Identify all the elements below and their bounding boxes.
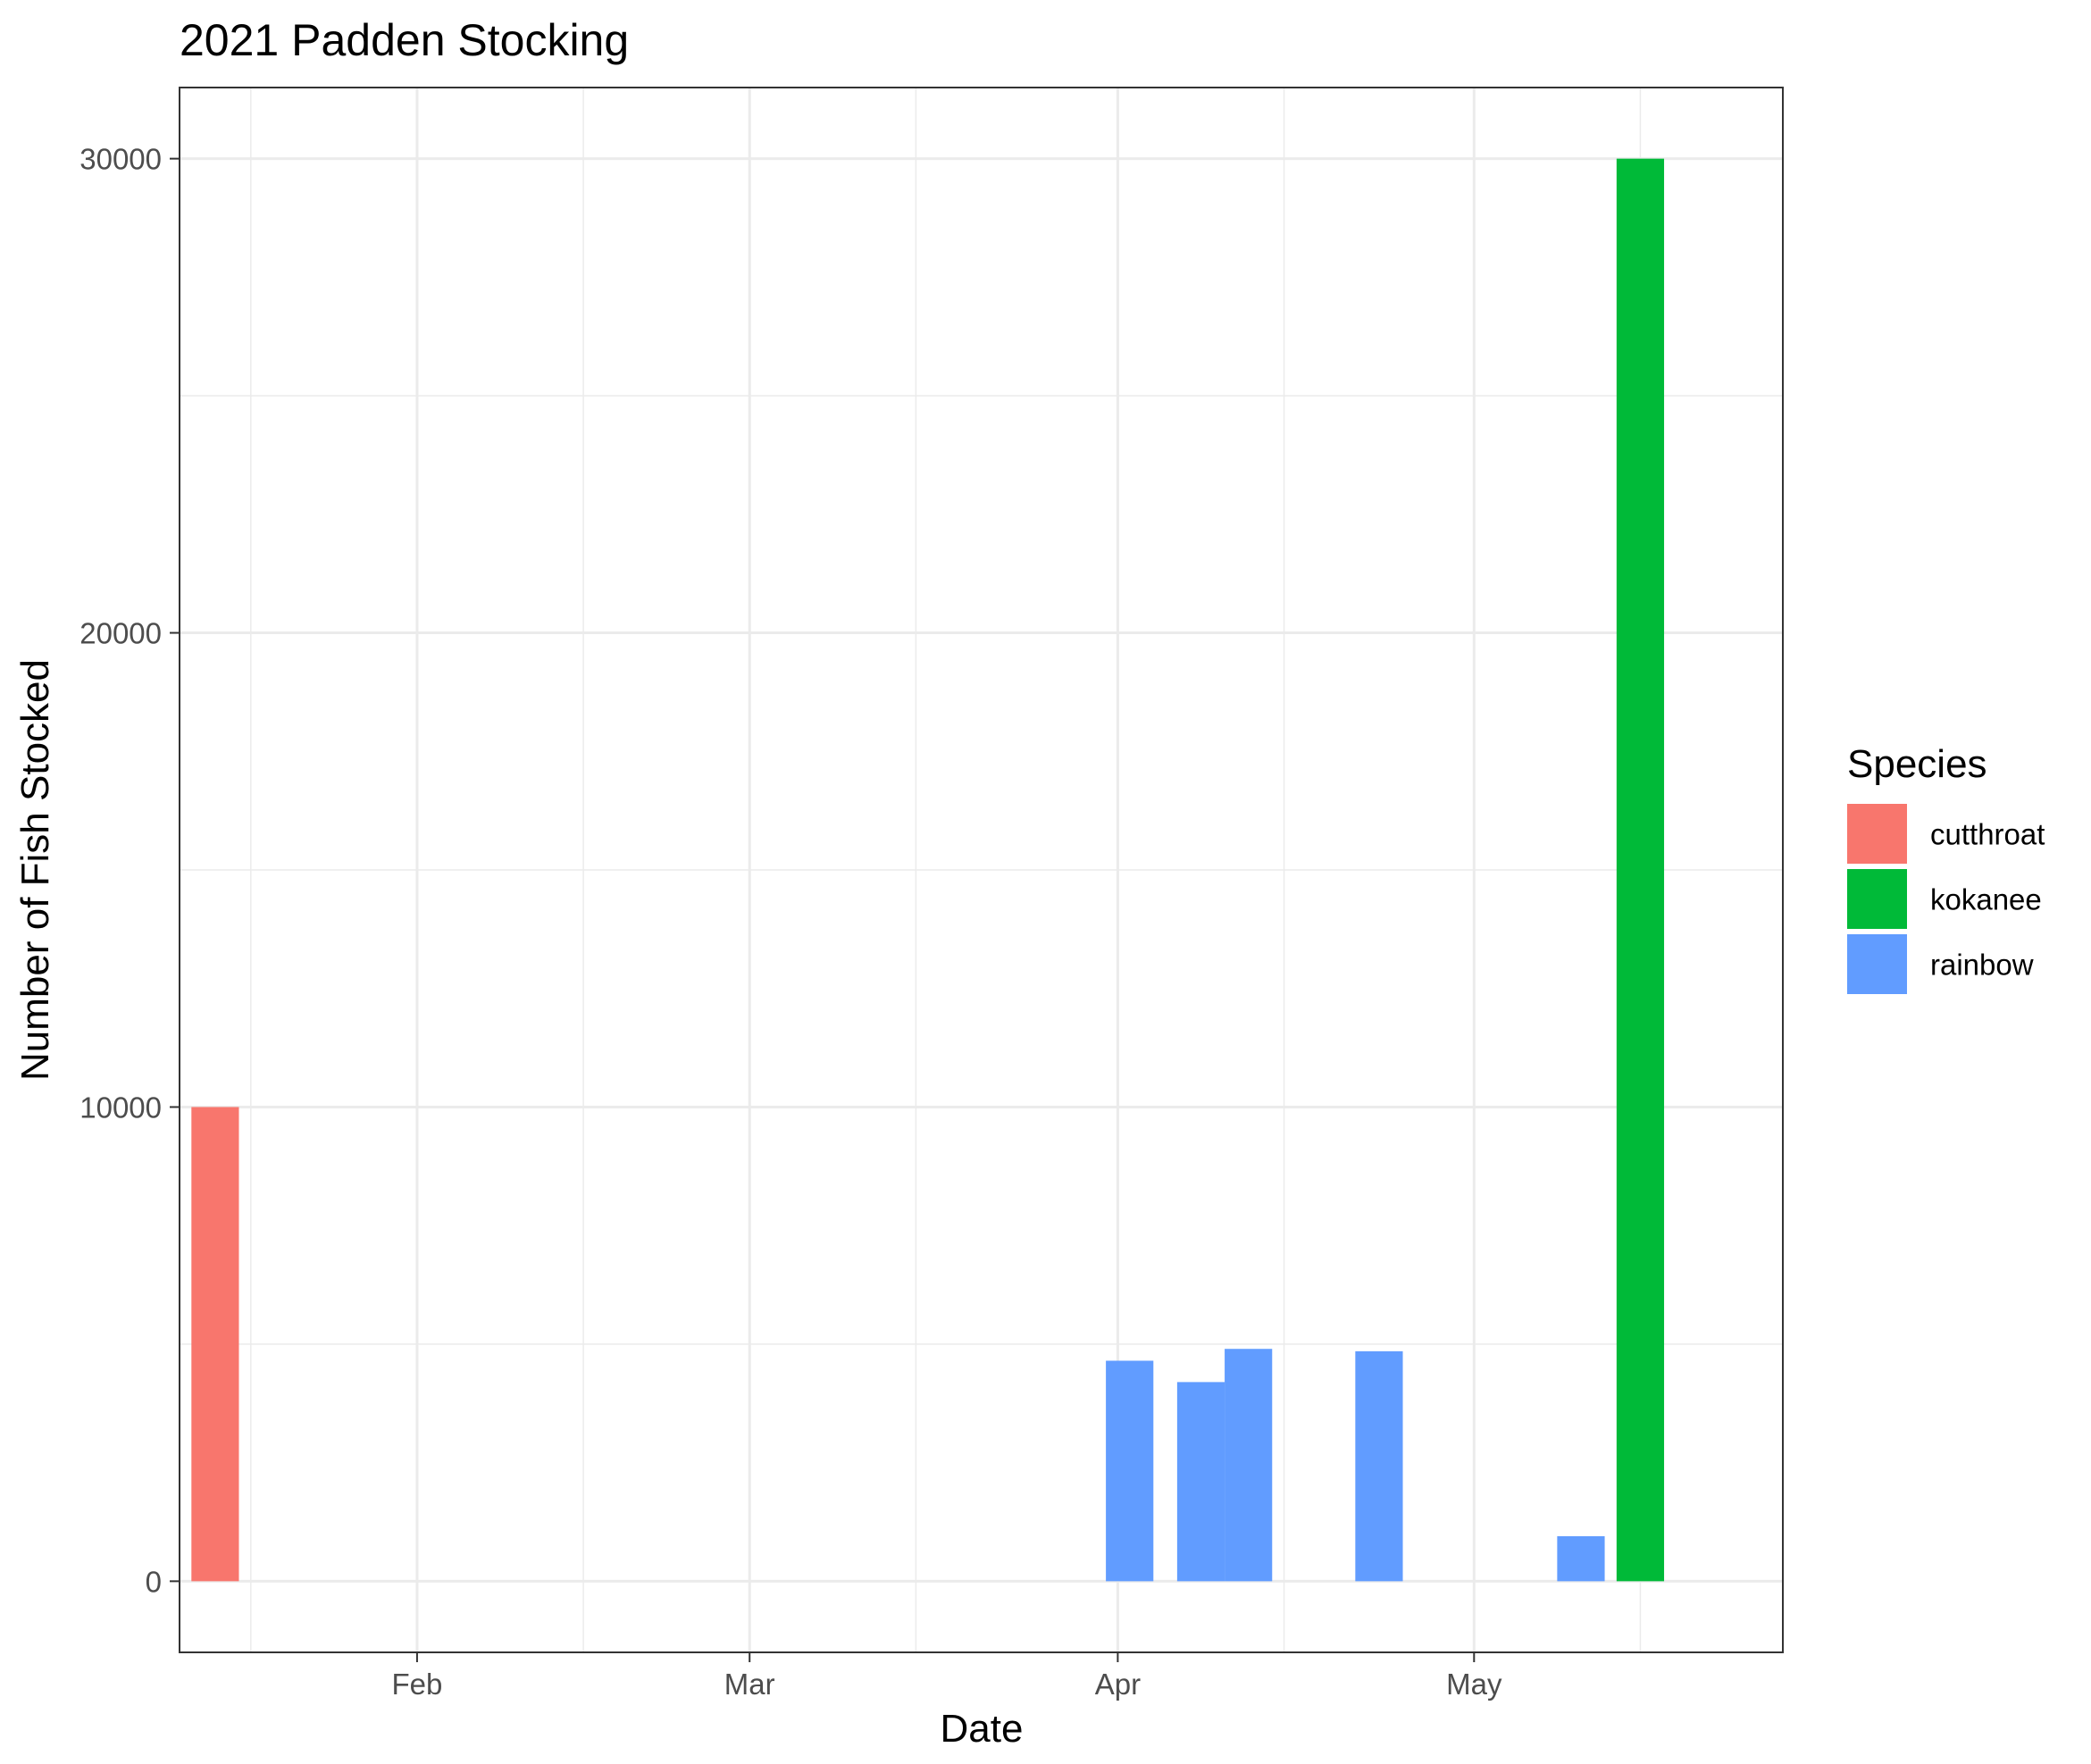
legend-label-cutthroat: cutthroat: [1930, 818, 2045, 851]
legend-key-kokanee: [1847, 869, 1907, 929]
bar-rainbow-2: [1176, 1382, 1225, 1582]
legend-label-kokanee: kokanee: [1930, 883, 2042, 916]
bar-rainbow-5: [1557, 1535, 1605, 1582]
bar-rainbow-3: [1225, 1349, 1273, 1582]
panel-border: [179, 87, 1784, 1653]
grid-major: [180, 88, 1783, 1652]
y-tick-label-3: 30000: [79, 143, 162, 176]
legend-key-cutthroat: [1847, 804, 1907, 864]
legend-label-rainbow: rainbow: [1930, 949, 2034, 982]
legend: Species cutthroat kokanee rainbow: [1847, 742, 2045, 994]
x-tick-label-2: Apr: [1095, 1668, 1141, 1701]
chart-title: 2021 Padden Stocking: [180, 15, 629, 65]
x-tick-label-1: Mar: [724, 1668, 775, 1701]
bar-kokanee-6: [1616, 158, 1665, 1582]
x-axis-title: Date: [941, 1707, 1024, 1751]
bar-rainbow-4: [1355, 1350, 1403, 1582]
x-axis: Feb Mar Apr May: [391, 1652, 1502, 1701]
bar-cutthroat-0: [191, 1107, 239, 1582]
legend-title: Species: [1847, 742, 1987, 786]
y-tick-label-2: 20000: [79, 617, 162, 650]
y-tick-label-1: 10000: [79, 1091, 162, 1124]
y-axis: 0 10000 20000 30000: [79, 143, 180, 1598]
x-tick-label-0: Feb: [391, 1668, 442, 1701]
plot-panel: [179, 87, 1784, 1653]
x-tick-label-3: May: [1446, 1668, 1502, 1701]
y-axis-title: Number of Fish Stocked: [13, 659, 57, 1081]
bars: [191, 158, 1665, 1582]
y-tick-label-0: 0: [146, 1565, 162, 1598]
legend-key-rainbow: [1847, 934, 1907, 994]
bar-rainbow-1: [1106, 1360, 1154, 1582]
